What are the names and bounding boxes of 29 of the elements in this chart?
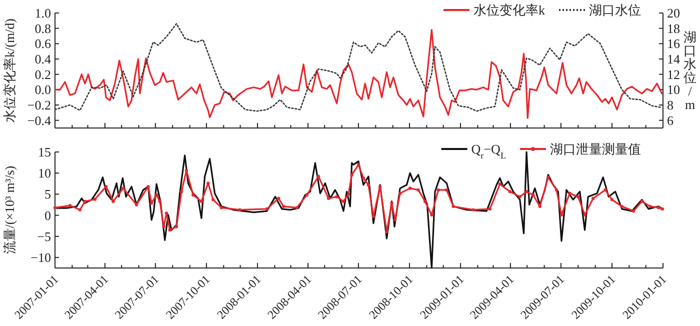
y-tick-label: 0.0 [34, 82, 51, 98]
y2-tick-label: 16 [667, 36, 680, 52]
y2-tick-label: 6 [667, 112, 674, 128]
legend-label: 水位变化率k [474, 2, 546, 18]
y2-tick-label: 8 [667, 98, 674, 112]
y-axis-title: 流量/(×10³ m³/s) [2, 166, 17, 254]
y2-tick-label: 10 [667, 82, 680, 98]
y2-tick-label: 12 [667, 66, 680, 82]
y-tick-label: 0.2 [34, 66, 51, 82]
y2-tick-label: 20 [667, 6, 680, 20]
y-tick-label: 1.0 [34, 6, 51, 20]
y2-tick-label: 18 [667, 20, 680, 36]
y-tick-label: 0.6 [34, 36, 52, 52]
legend-label: 湖口水位 [589, 2, 641, 18]
y-tick-label: 0.4 [34, 52, 52, 66]
y-tick-label: 15 [38, 144, 51, 160]
y-axis-title: 水位变化率k/(m/d) [2, 18, 17, 122]
y-tick-label: −0.4 [27, 112, 52, 128]
y2-tick-label: 14 [667, 52, 680, 66]
legend-label: Q$_{r}$−Q$_{L}$ [471, 142, 506, 160]
y-tick-label: 10 [38, 166, 51, 181]
y2-axis-title: 湖口水位/m [684, 29, 696, 112]
y-tick-label: −0.2 [27, 98, 51, 112]
y-tick-label: −5 [37, 228, 51, 244]
legend-label: 湖口泄量测量值 [550, 142, 641, 156]
y-tick-label: 0 [44, 208, 51, 223]
y-tick-label: 0.8 [34, 20, 51, 36]
y-tick-label: −10 [30, 250, 51, 265]
y-tick-label: 5 [44, 186, 51, 202]
